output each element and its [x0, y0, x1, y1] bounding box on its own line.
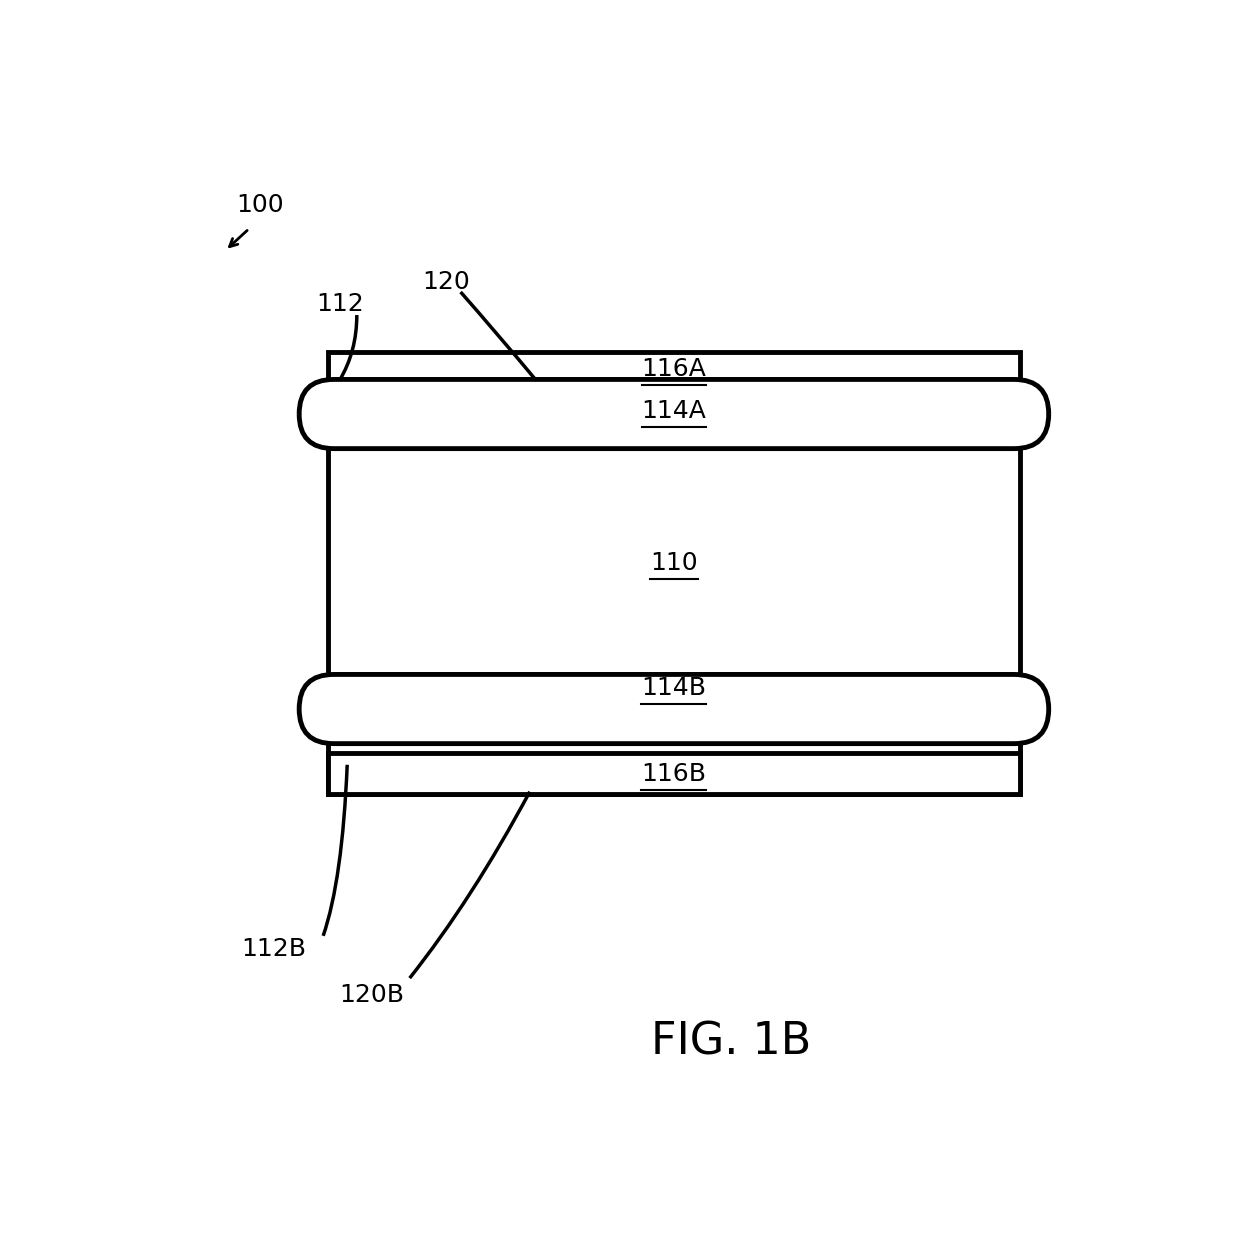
- Text: 114B: 114B: [641, 676, 707, 700]
- Text: FIG. 1B: FIG. 1B: [651, 1020, 812, 1063]
- Bar: [329, 409, 1019, 794]
- Text: 112B: 112B: [242, 937, 306, 961]
- Text: 120B: 120B: [340, 983, 404, 1007]
- FancyBboxPatch shape: [299, 674, 1049, 744]
- Text: 116B: 116B: [641, 763, 707, 786]
- Text: 114A: 114A: [641, 399, 707, 423]
- FancyBboxPatch shape: [299, 379, 1049, 448]
- Text: 110: 110: [650, 550, 698, 575]
- Text: 112: 112: [316, 292, 365, 316]
- Text: 120: 120: [422, 271, 470, 295]
- Text: 100: 100: [237, 193, 284, 217]
- Text: 116A: 116A: [641, 357, 707, 381]
- Bar: [329, 754, 1019, 794]
- Bar: [329, 352, 1019, 392]
